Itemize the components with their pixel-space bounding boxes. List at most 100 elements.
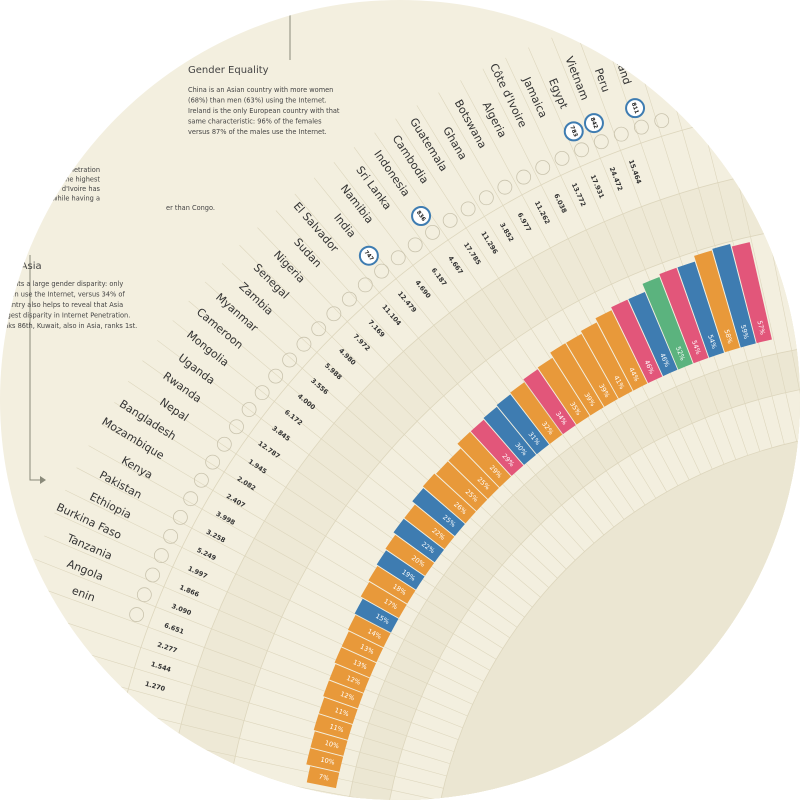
spoke xyxy=(438,92,668,493)
rank-label: 842 xyxy=(589,117,599,130)
country-dot xyxy=(654,113,670,129)
country-dot xyxy=(574,142,589,158)
spoke xyxy=(622,12,761,452)
spoke xyxy=(574,28,737,460)
country-dot xyxy=(478,190,494,206)
spoke xyxy=(416,105,657,499)
share-bar xyxy=(537,357,590,425)
share-bar xyxy=(385,534,435,576)
country-dot xyxy=(216,436,232,452)
share-bar xyxy=(694,250,740,353)
share-bar xyxy=(310,731,348,756)
share-bar xyxy=(611,299,663,384)
panel-text: ergest disparity in Internet Penetration… xyxy=(0,312,130,320)
panel-text: , the highest xyxy=(58,176,100,184)
share-bar xyxy=(677,261,725,358)
spoke xyxy=(482,68,690,481)
country-dot xyxy=(633,119,649,135)
rank-badge xyxy=(358,245,379,266)
spoke xyxy=(528,47,713,470)
country-dot xyxy=(194,472,209,488)
share-bar xyxy=(470,419,524,476)
country-dot xyxy=(593,134,609,150)
share-bar xyxy=(334,647,377,678)
country-dot xyxy=(374,263,389,279)
panel-text: netration xyxy=(70,166,100,174)
share-bar xyxy=(347,614,391,648)
share-bar xyxy=(457,431,512,488)
share-bar xyxy=(496,394,550,455)
panel-text: China is an Asian country with more wome… xyxy=(188,86,333,94)
panel-text: d'Ivoire has xyxy=(62,185,101,193)
country-dot xyxy=(163,528,179,544)
spoke xyxy=(127,381,511,639)
rank-badge xyxy=(625,98,646,119)
spoke xyxy=(188,300,541,598)
share-bar xyxy=(659,267,709,364)
spoke xyxy=(275,210,585,552)
spoke xyxy=(65,489,479,694)
share-label: 10% xyxy=(324,739,340,751)
country-dot xyxy=(357,277,373,293)
country-dot xyxy=(153,548,169,563)
spoke xyxy=(551,37,725,465)
spoke xyxy=(294,193,595,544)
panel-text: anks 86th, Kuwait, also in Asia, ranks 1… xyxy=(0,322,137,330)
share-label: 7% xyxy=(318,773,330,783)
country-dot xyxy=(497,179,513,195)
spoke xyxy=(505,57,701,475)
panel-text: same characteristic: 96% of the females xyxy=(188,118,322,126)
spoke xyxy=(333,161,615,528)
arrow-head xyxy=(40,476,46,484)
spoke xyxy=(25,582,459,740)
share-bar xyxy=(731,242,772,344)
spoke xyxy=(395,118,646,506)
spoke xyxy=(157,340,525,618)
rank-label: 811 xyxy=(630,102,639,115)
spoke xyxy=(34,558,463,729)
share-bar xyxy=(448,448,499,499)
share-label: 10% xyxy=(320,755,336,766)
share-bar xyxy=(329,664,370,693)
country-dot xyxy=(183,491,199,507)
panel-text: omen use the Internet, versus 34% of xyxy=(0,291,125,299)
country-dot xyxy=(442,212,458,228)
ring xyxy=(429,429,800,800)
country-dot xyxy=(535,160,551,175)
share-bar xyxy=(412,488,465,537)
rank-badge xyxy=(583,113,604,134)
spoke xyxy=(114,402,504,649)
country-dot xyxy=(282,352,298,368)
country-dot xyxy=(205,454,221,470)
spoke xyxy=(204,281,550,588)
country-dot xyxy=(460,201,476,217)
share-bar xyxy=(566,333,618,407)
country-dot xyxy=(516,169,532,185)
share-bar xyxy=(628,291,678,377)
country-dot xyxy=(326,306,342,322)
share-label: 57% xyxy=(755,320,766,336)
share-label: 59% xyxy=(739,324,751,340)
panel-text: versus 87% of the males use the Internet… xyxy=(188,128,327,136)
panel-text: while having a xyxy=(52,195,100,203)
share-bar xyxy=(523,369,576,435)
rank-label: 836 xyxy=(415,210,427,223)
share-bar xyxy=(313,714,353,740)
country-dot xyxy=(425,224,440,240)
share-bar xyxy=(550,343,604,416)
share-bar xyxy=(404,504,455,550)
panel-text: Ireland is the only European country wit… xyxy=(188,107,340,115)
spoke xyxy=(374,132,635,513)
share-bar xyxy=(354,598,399,633)
country-dot xyxy=(296,336,312,352)
share-label: 11% xyxy=(329,722,345,734)
country-dot xyxy=(145,567,160,583)
panel-text: resents a large gender disparity: only xyxy=(0,280,123,288)
country-dot xyxy=(129,607,145,622)
share-bar xyxy=(341,631,384,663)
pointer-line xyxy=(29,255,40,481)
country-dot xyxy=(136,587,152,603)
share-bar xyxy=(483,406,537,465)
spoke xyxy=(598,20,749,456)
